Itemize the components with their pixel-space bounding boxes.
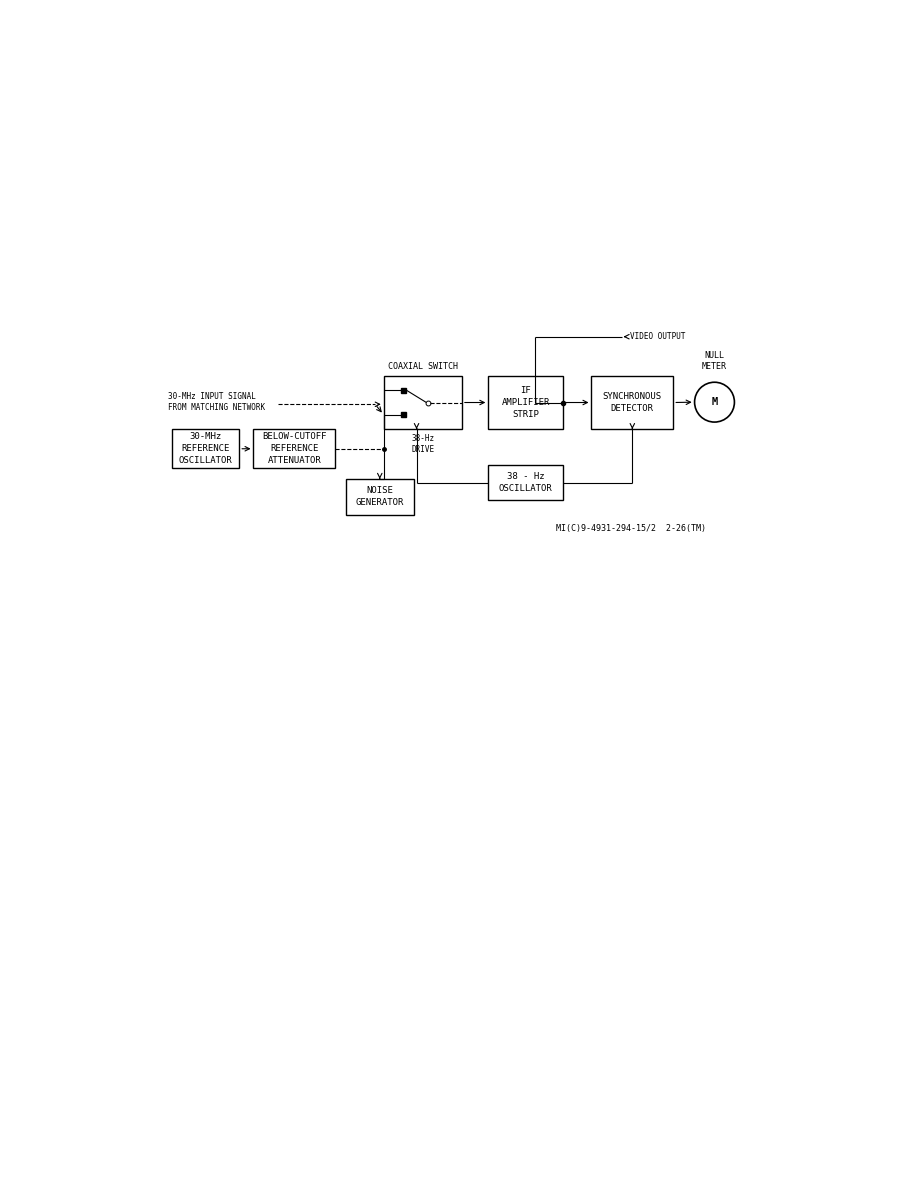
Text: MI(C)9-4931-294-15/2  2-26(TM): MI(C)9-4931-294-15/2 2-26(TM) [556, 524, 706, 533]
Text: COAXIAL SWITCH: COAXIAL SWITCH [387, 362, 458, 371]
Text: VIDEO OUTPUT: VIDEO OUTPUT [630, 333, 686, 341]
Text: NULL
METER: NULL METER [702, 350, 727, 371]
Text: M: M [711, 397, 718, 407]
Text: 30-MHz
REFERENCE
OSCILLATOR: 30-MHz REFERENCE OSCILLATOR [179, 432, 232, 465]
Bar [488, 465, 563, 500]
Bar [172, 429, 240, 468]
Circle shape [695, 383, 734, 422]
Bar [384, 375, 462, 429]
Text: NOISE
GENERATOR: NOISE GENERATOR [355, 486, 404, 507]
Bar [591, 375, 673, 429]
Text: 30-MHz INPUT SIGNAL
FROM MATCHING NETWORK: 30-MHz INPUT SIGNAL FROM MATCHING NETWOR… [168, 392, 265, 412]
Text: 38-Hz
DRIVE: 38-Hz DRIVE [411, 434, 434, 454]
Bar [401, 387, 407, 393]
Bar [253, 429, 335, 468]
Bar [401, 412, 407, 417]
Bar [488, 375, 563, 429]
Text: IF
AMPLIFIER
STRIP: IF AMPLIFIER STRIP [501, 386, 550, 419]
Bar [346, 479, 414, 514]
Text: 38 - Hz
OSCILLATOR: 38 - Hz OSCILLATOR [498, 472, 553, 493]
Text: SYNCHRONOUS
DETECTOR: SYNCHRONOUS DETECTOR [603, 392, 662, 413]
Text: BELOW-CUTOFF
REFERENCE
ATTENUATOR: BELOW-CUTOFF REFERENCE ATTENUATOR [263, 432, 327, 465]
